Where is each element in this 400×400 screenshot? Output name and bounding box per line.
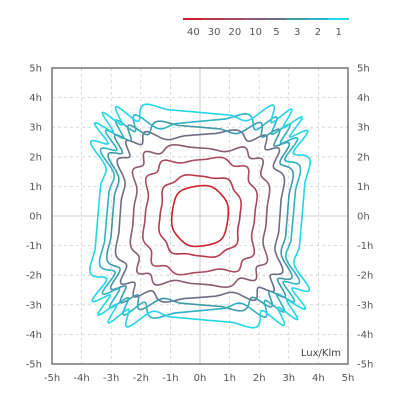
contour-1	[89, 103, 311, 329]
y-tick-label-right: 3h	[357, 123, 370, 134]
legend-label-1: 1	[335, 27, 341, 38]
x-tick-label: -5h	[44, 373, 60, 384]
y-tick-label-right: -5h	[357, 360, 373, 371]
y-tick-label-right: 4h	[357, 93, 370, 104]
x-tick-label: -4h	[73, 373, 89, 384]
y-tick-label-right: -3h	[357, 300, 373, 311]
x-tick-label: 5h	[342, 373, 355, 384]
contour-10	[129, 143, 271, 289]
contour-40	[170, 184, 230, 248]
legend-label-3: 3	[294, 27, 300, 38]
y-tick-label-left: 1h	[29, 182, 42, 193]
x-tick-label: 2h	[253, 373, 266, 384]
y-tick-label-left: -1h	[26, 241, 42, 252]
contour-5	[114, 129, 286, 303]
legend: 40 30 20 10 5 3 2 1	[183, 18, 349, 38]
y-tick-label-right: -4h	[357, 330, 373, 341]
legend-label-30: 30	[208, 27, 221, 38]
contours	[89, 103, 311, 329]
y-tick-label-right: -2h	[357, 271, 373, 282]
plot-border	[51, 67, 349, 365]
legend-label-5: 5	[273, 27, 279, 38]
y-tick-label-left: 0h	[29, 212, 42, 223]
contour-2	[98, 113, 302, 319]
x-tick-label: 4h	[312, 373, 325, 384]
contour-30	[158, 174, 242, 258]
y-tick-label-right: -1h	[357, 241, 373, 252]
y-tick-label-right: 2h	[357, 152, 370, 163]
y-tick-label-right: 5h	[357, 64, 370, 75]
y-tick-label-right: 0h	[357, 212, 370, 223]
y-tick-label-left: -5h	[26, 360, 42, 371]
y-tick-label-left: -2h	[26, 271, 42, 282]
y-ticks-left: 5h 4h 3h 2h 1h 0h -1h -2h -3h -4h -5h	[26, 64, 42, 371]
x-tick-label: -3h	[103, 373, 119, 384]
x-ticks: -5h -4h -3h -2h -1h 0h 1h 2h 3h 4h 5h	[44, 373, 355, 384]
y-tick-label-left: 5h	[29, 64, 42, 75]
y-tick-label-left: -4h	[26, 330, 42, 341]
y-tick-label-left: 2h	[29, 152, 42, 163]
y-tick-label-left: 4h	[29, 93, 42, 104]
x-tick-label: 3h	[282, 373, 295, 384]
legend-label-40: 40	[187, 27, 200, 38]
unit-label: Lux/Klm	[301, 348, 341, 359]
y-ticks-right: 5h 4h 3h 2h 1h 0h -1h -2h -3h -4h -5h	[357, 64, 373, 371]
legend-label-2: 2	[315, 27, 321, 38]
contour-20	[142, 156, 258, 276]
x-tick-label: 0h	[194, 373, 207, 384]
x-tick-label: -1h	[162, 373, 178, 384]
y-tick-label-right: 1h	[357, 182, 370, 193]
x-tick-label: 1h	[223, 373, 236, 384]
y-tick-label-left: 3h	[29, 123, 42, 134]
y-tick-label-left: -3h	[26, 300, 42, 311]
x-tick-label: -2h	[133, 373, 149, 384]
legend-label-20: 20	[229, 27, 242, 38]
legend-label-10: 10	[249, 27, 262, 38]
